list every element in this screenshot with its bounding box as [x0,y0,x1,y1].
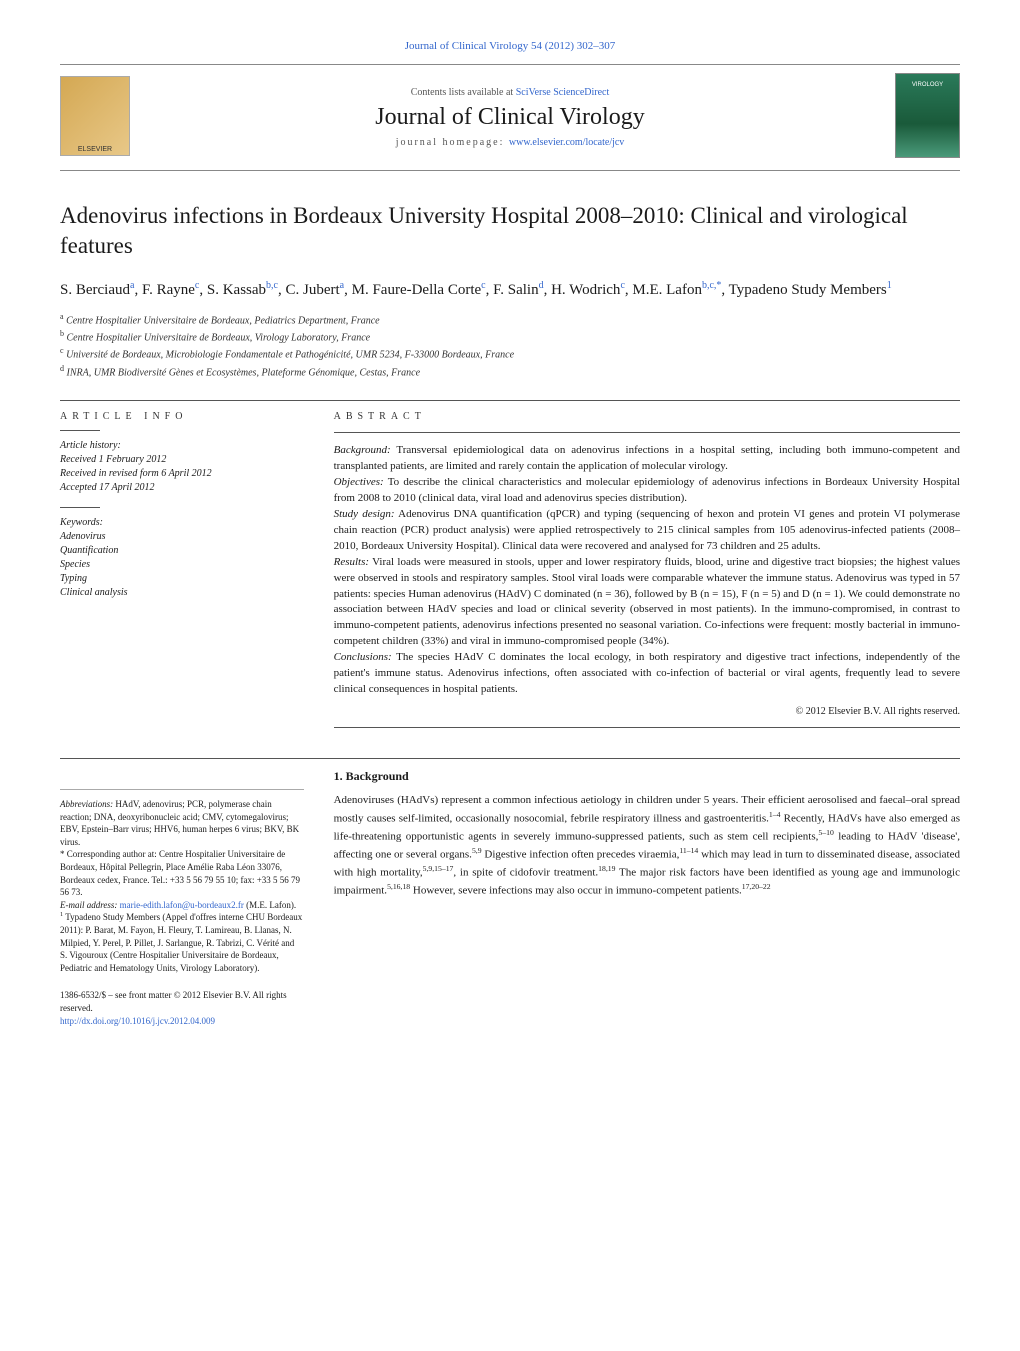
keyword-item: Species [60,558,304,572]
issn-line: 1386-6532/$ – see front matter © 2012 El… [60,989,304,1014]
affiliations-block: a Centre Hospitalier Universitaire de Bo… [60,311,960,380]
abstract-column: abstract Background: Transversal epidemi… [334,411,960,738]
affiliation-line: a Centre Hospitalier Universitaire de Bo… [60,311,960,328]
background-paragraph: Adenoviruses (HAdVs) represent a common … [334,792,960,899]
abstract-heading: abstract [334,411,960,422]
keyword-item: Adenovirus [60,530,304,544]
divider-body [60,758,960,759]
sciencedirect-link[interactable]: SciVerse ScienceDirect [516,87,610,98]
elsevier-logo [60,76,130,156]
footer-block: 1386-6532/$ – see front matter © 2012 El… [60,989,304,1027]
divider-info-1 [60,430,100,431]
abbreviations-footnote: Abbreviations: HAdV, adenovirus; PCR, po… [60,798,304,848]
email-suffix: (M.E. Lafon). [244,900,296,910]
journal-name: Journal of Clinical Virology [140,104,880,131]
history-accepted: Accepted 17 April 2012 [60,481,304,495]
contents-available-line: Contents lists available at SciVerse Sci… [140,87,880,98]
members-text: Typadeno Study Members (Appel d'offres i… [60,912,302,972]
abstract-copyright: © 2012 Elsevier B.V. All rights reserved… [334,706,960,717]
divider-abstract-bottom [334,727,960,728]
keyword-item: Typing [60,572,304,586]
affiliation-line: b Centre Hospitalier Universitaire de Bo… [60,328,960,345]
background-heading: 1. Background [334,769,960,784]
body-row: Abbreviations: HAdV, adenovirus; PCR, po… [60,769,960,1027]
authors-line: S. Berciauda, F. Raynec, S. Kassabb,c, C… [60,279,960,301]
abbreviations-label: Abbreviations: [60,799,113,809]
publisher-logo-container [60,76,140,160]
keywords-label: Keywords: [60,516,304,530]
header-citation: Journal of Clinical Virology 54 (2012) 3… [60,40,960,52]
abstract-paragraph: Objectives: To describe the clinical cha… [334,475,960,507]
article-history-block: Article history: Received 1 February 201… [60,439,304,495]
abstract-paragraph: Results: Viral loads were measured in st… [334,555,960,651]
info-abstract-row: article info Article history: Received 1… [60,411,960,738]
email-link[interactable]: marie-edith.lafon@u-bordeaux2.fr [120,900,244,910]
divider-top [60,400,960,401]
homepage-line: journal homepage: www.elsevier.com/locat… [140,137,880,148]
corresponding-label: * Corresponding author at: [60,849,157,859]
doi-link[interactable]: http://dx.doi.org/10.1016/j.jcv.2012.04.… [60,1016,215,1026]
keywords-list: AdenovirusQuantificationSpeciesTypingCli… [60,530,304,600]
homepage-label: journal homepage: [396,137,509,148]
homepage-link[interactable]: www.elsevier.com/locate/jcv [509,137,624,148]
affiliation-line: c Université de Bordeaux, Microbiologie … [60,345,960,362]
journal-cover-icon [895,73,960,158]
footnotes-column: Abbreviations: HAdV, adenovirus; PCR, po… [60,769,304,1027]
keywords-block: Keywords: AdenovirusQuantificationSpecie… [60,516,304,600]
affiliation-line: d INRA, UMR Biodiversité Gènes et Ecosys… [60,363,960,380]
abstract-paragraph: Study design: Adenovirus DNA quantificat… [334,507,960,555]
body-column: 1. Background Adenoviruses (HAdVs) repre… [334,769,960,1027]
journal-cover-container [880,73,960,162]
keyword-item: Quantification [60,544,304,558]
abstract-paragraph: Background: Transversal epidemiological … [334,443,960,475]
corresponding-footnote: * Corresponding author at: Centre Hospit… [60,848,304,898]
footnotes-block: Abbreviations: HAdV, adenovirus; PCR, po… [60,789,304,974]
history-label: Article history: [60,439,304,453]
article-title: Adenovirus infections in Bordeaux Univer… [60,201,960,261]
email-label: E-mail address: [60,900,120,910]
abstract-text: Background: Transversal epidemiological … [334,443,960,698]
history-received: Received 1 February 2012 [60,453,304,467]
article-info-column: article info Article history: Received 1… [60,411,304,738]
members-footnote: 1 Typadeno Study Members (Appel d'offres… [60,911,304,974]
divider-abstract-top [334,432,960,433]
history-revised: Received in revised form 6 April 2012 [60,467,304,481]
masthead-center: Contents lists available at SciVerse Sci… [140,87,880,148]
abstract-paragraph: Conclusions: The species HAdV C dominate… [334,650,960,698]
divider-info-2 [60,507,100,508]
masthead: Contents lists available at SciVerse Sci… [60,64,960,171]
article-info-heading: article info [60,411,304,422]
email-footnote: E-mail address: marie-edith.lafon@u-bord… [60,899,304,912]
contents-available-text: Contents lists available at [411,87,516,98]
keyword-item: Clinical analysis [60,586,304,600]
